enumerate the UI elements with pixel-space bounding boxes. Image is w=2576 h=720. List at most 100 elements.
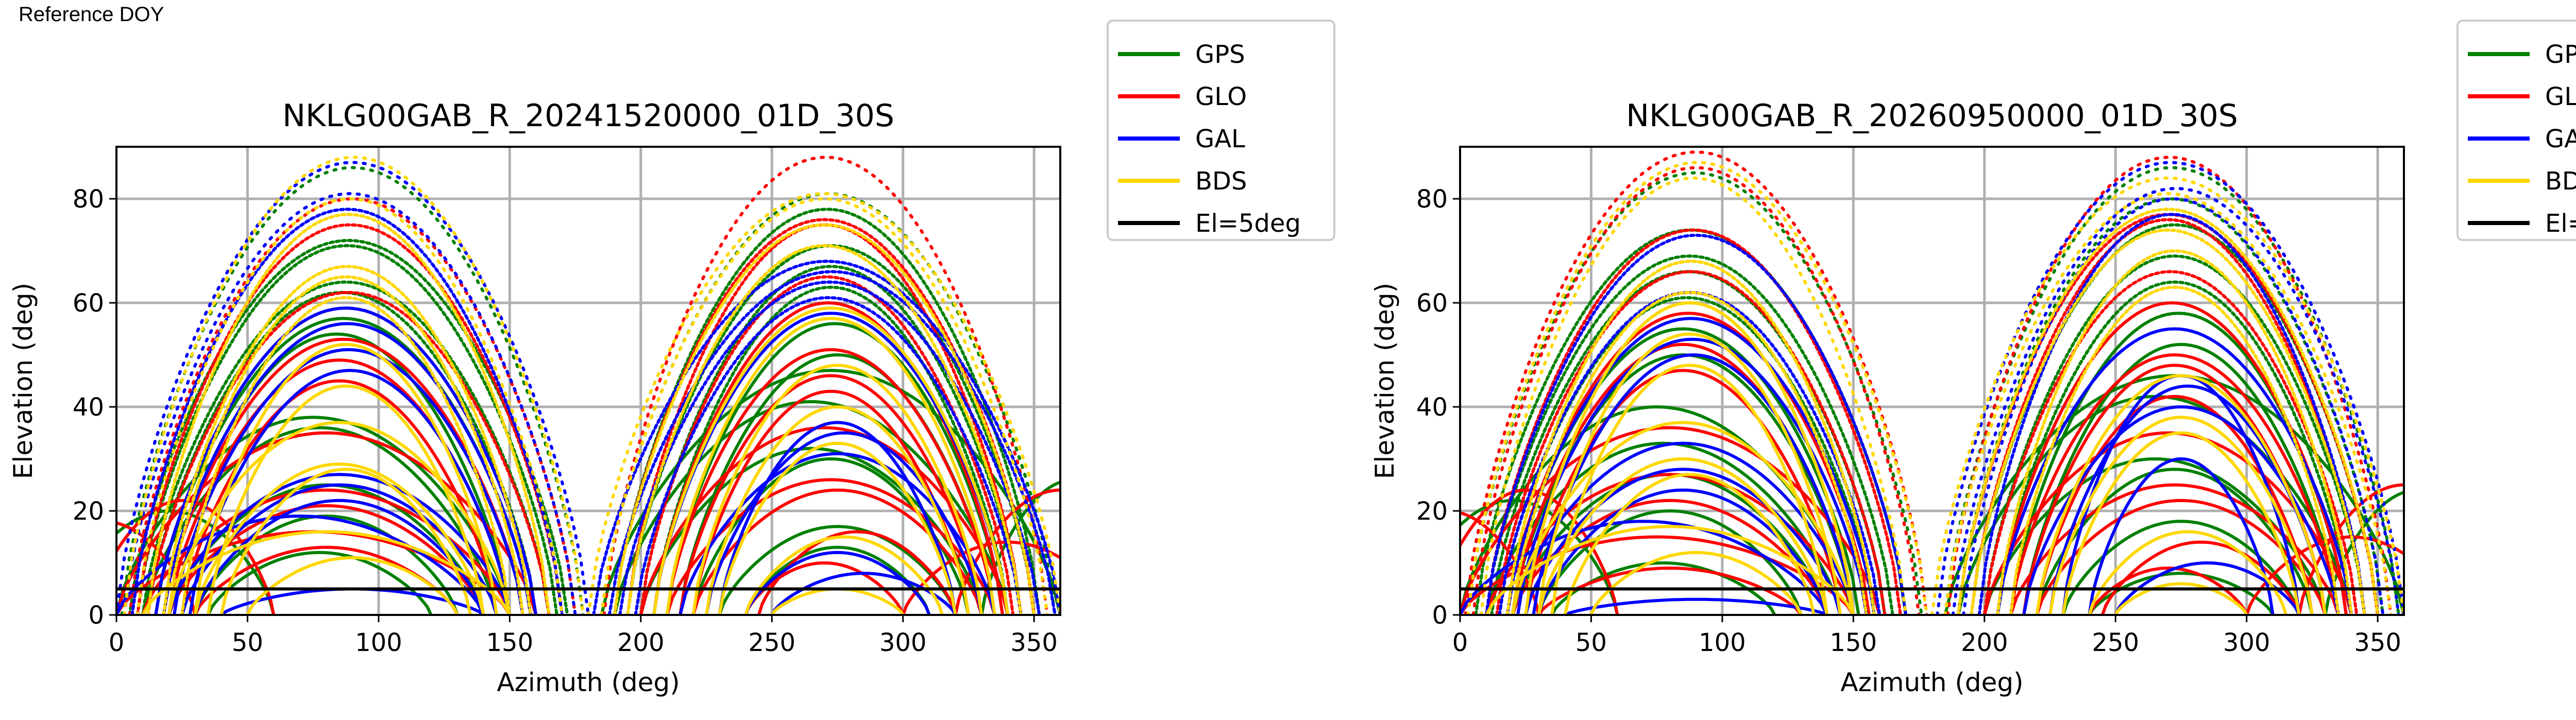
arc-gal xyxy=(744,551,931,615)
legend-box xyxy=(1107,20,1335,241)
x-axis-label: Azimuth (deg) xyxy=(497,667,680,697)
arc-gal xyxy=(718,421,957,615)
arc-gps xyxy=(1956,197,2385,615)
legend-label: BDS xyxy=(2545,167,2576,196)
y-axis-label: Elevation (deg) xyxy=(1370,283,1400,479)
arc-gal xyxy=(1936,161,2404,615)
x-tick-label: 250 xyxy=(2092,628,2139,657)
arc-glo xyxy=(2035,499,2327,615)
arc-gps xyxy=(207,551,433,615)
arc-glo xyxy=(1471,166,1921,615)
arc-bds xyxy=(1511,421,1855,615)
arc-gps xyxy=(652,285,1010,615)
arc-glo xyxy=(1982,270,2359,615)
arc-bds xyxy=(1996,249,2353,615)
arc-glo xyxy=(691,389,970,615)
arc-bds xyxy=(2061,431,2301,615)
arc-bds xyxy=(1956,208,2380,615)
y-tick-label: 60 xyxy=(73,289,104,318)
arc-bds xyxy=(718,441,957,615)
arc-bds xyxy=(193,342,498,615)
y-tick-label: 0 xyxy=(1432,601,1448,630)
arc-gps xyxy=(1466,171,1923,615)
arc-bds xyxy=(2048,416,2314,615)
legend-label: GLO xyxy=(2545,82,2576,111)
arc-glo xyxy=(1495,270,1887,615)
arc-gps xyxy=(2324,490,2404,615)
arc-bds xyxy=(705,405,970,615)
arc-gal xyxy=(607,270,1057,615)
legend: GPS GLO GAL BDS El=5deg xyxy=(1107,20,1335,241)
arc-gal xyxy=(618,280,1041,615)
arc-bds xyxy=(1479,176,1908,615)
arc-bds xyxy=(1511,290,1868,615)
arc-glo xyxy=(1464,150,1928,615)
arc-bds xyxy=(652,306,1010,615)
chart-1: NKLG00GAB_R_20241520000_01D_30S 0 50 100 150… xyxy=(8,20,1335,697)
arc-bds xyxy=(1550,364,1829,615)
arc-bds xyxy=(770,587,905,615)
legend-box xyxy=(2456,20,2576,241)
arc-bds xyxy=(167,275,524,615)
legend: GPS GLO GAL BDS El=5deg xyxy=(2456,20,2576,241)
x-tick-label: 350 xyxy=(1010,628,1058,657)
arc-gal xyxy=(1484,233,1908,615)
arc-glo xyxy=(1537,567,1803,615)
arc-bds xyxy=(613,223,1036,615)
y-tick-label: 0 xyxy=(88,601,104,630)
arc-gps xyxy=(1484,254,1894,615)
arc-bds xyxy=(180,296,512,615)
arc-glo xyxy=(2009,353,2340,615)
x-tick-label: 50 xyxy=(232,628,263,657)
arc-bds xyxy=(219,468,472,615)
arc-gal xyxy=(219,587,485,615)
arc-bds xyxy=(141,530,512,615)
arc-gps xyxy=(141,280,551,615)
arc-bds xyxy=(193,462,485,615)
arc-gps xyxy=(980,480,1060,615)
arc-gal xyxy=(130,208,564,615)
arc-gal xyxy=(1563,597,1829,615)
legend-label: GAL xyxy=(1195,125,1245,153)
arc-gps xyxy=(1982,254,2366,615)
arc-glo xyxy=(639,426,1010,615)
arcs xyxy=(116,156,1060,615)
y-tick-label: 40 xyxy=(73,393,104,422)
arc-bds xyxy=(2035,374,2327,615)
x-tick-label: 100 xyxy=(355,628,402,657)
arc-glo xyxy=(679,374,984,615)
arc-bds xyxy=(1970,228,2366,615)
y-tick-label: 20 xyxy=(1416,497,1448,526)
arc-bds xyxy=(207,384,485,615)
y-tick-label: 40 xyxy=(1416,393,1448,422)
arc-gps xyxy=(116,416,512,615)
arc-glo xyxy=(146,290,551,615)
arc-gps xyxy=(1996,280,2353,615)
y-axis-label: Elevation (deg) xyxy=(8,283,38,479)
arc-bds xyxy=(1589,551,1803,615)
legend-label: GAL xyxy=(2545,125,2576,153)
arc-bds xyxy=(587,192,1060,615)
arc-glo xyxy=(1505,312,1871,615)
arc-glo xyxy=(744,561,905,615)
arc-bds xyxy=(246,556,459,615)
arc-gal xyxy=(188,369,512,615)
axes-frame xyxy=(115,146,1061,616)
arc-bds xyxy=(1930,176,2404,615)
arc-gal xyxy=(162,322,532,615)
arc-bds xyxy=(1505,260,1876,615)
arc-gal xyxy=(1977,213,2366,615)
arc-gal xyxy=(679,452,996,615)
y-tick-label: 60 xyxy=(1416,289,1448,318)
legend-label: GPS xyxy=(2545,40,2576,69)
arc-bds xyxy=(1537,457,1829,615)
arc-glo xyxy=(116,521,197,615)
legend-label: El=5deg xyxy=(1195,209,1301,238)
x-tick-label: 50 xyxy=(1575,628,1607,657)
legend-label: BDS xyxy=(1195,167,1247,196)
arc-bds xyxy=(2114,582,2248,615)
arc-bds xyxy=(1537,332,1842,615)
arc-gal xyxy=(1511,441,1855,615)
arc-bds xyxy=(146,213,551,615)
x-tick-label: 0 xyxy=(109,628,125,657)
